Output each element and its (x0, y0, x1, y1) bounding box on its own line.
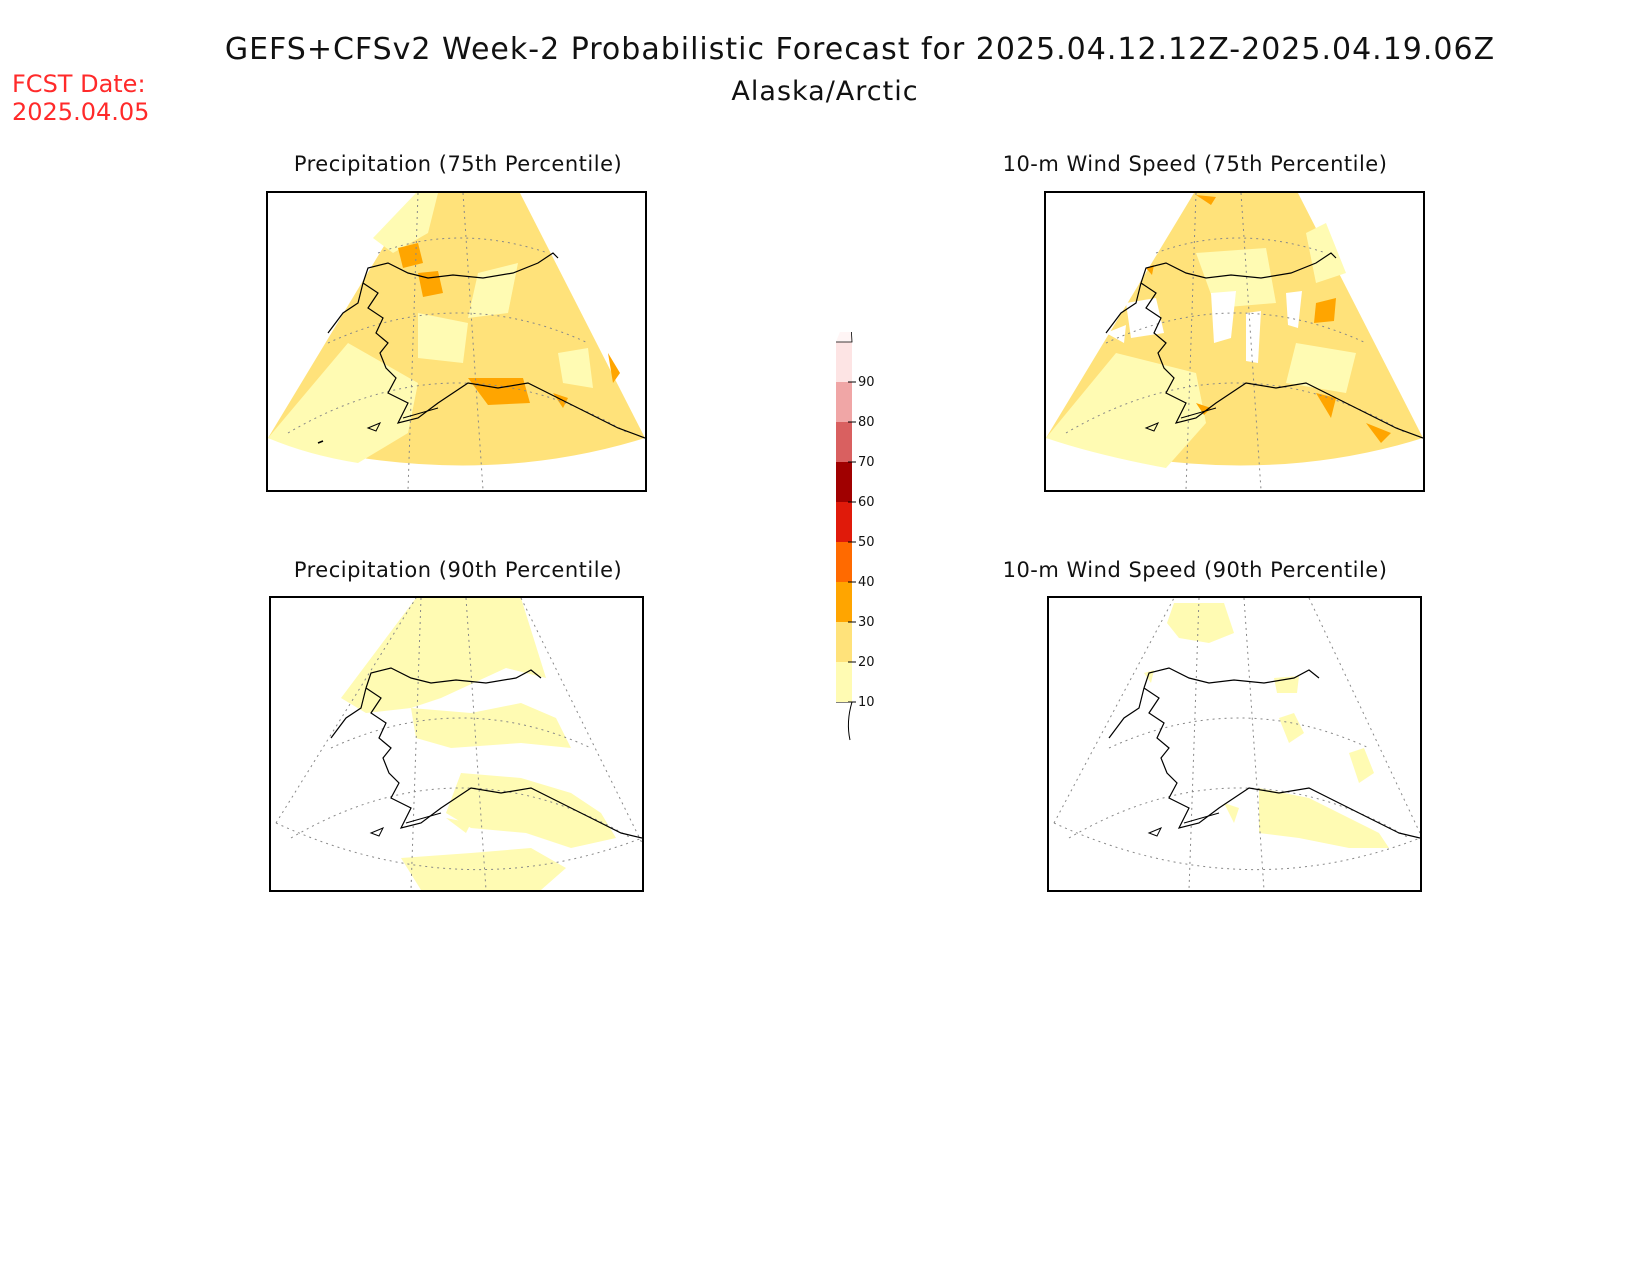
panel-title-precip-90: Precipitation (90th Percentile) (293, 558, 623, 582)
panel-title-wind-90: 10-m Wind Speed (90th Percentile) (1002, 558, 1388, 582)
colorbar-segment (836, 462, 852, 502)
fcst-date-label: FCST Date: (12, 70, 146, 98)
colorbar-segment (836, 502, 852, 542)
map-precip-75-svg (268, 193, 645, 490)
colorbar-labels: 10 20 30 40 50 60 70 80 90 (848, 375, 875, 710)
colorbar-tick-label: 40 (858, 575, 875, 590)
colorbar-segment (836, 542, 852, 582)
colorbar-segment (836, 382, 852, 422)
colorbar-tick-label: 80 (858, 415, 875, 430)
colorbar-top-cap (836, 332, 853, 343)
colorbar-boxes (836, 332, 853, 741)
colorbar-tick-label: 90 (858, 375, 875, 390)
panel-title-precip-75: Precipitation (75th Percentile) (293, 152, 623, 176)
colorbar: 10 20 30 40 50 60 70 80 90 (836, 332, 875, 741)
colorbar-segment (836, 662, 852, 702)
map-precip-90-svg (275, 598, 642, 890)
colorbar-tick-label: 10 (858, 695, 875, 710)
region-subtitle: Alaska/Arctic (731, 76, 919, 107)
colorbar-tick-label: 50 (858, 535, 875, 550)
map-wind-75 (1044, 191, 1425, 492)
colorbar-tick-label: 20 (858, 655, 875, 670)
colorbar-tick-label: 60 (858, 495, 875, 510)
map-wind-90 (1047, 596, 1422, 892)
map-precip-75 (266, 191, 647, 492)
colorbar-segment (836, 622, 852, 662)
map-wind-75-svg (1046, 193, 1423, 490)
map-precip-90 (269, 596, 644, 892)
main-title: GEFS+CFSv2 Week-2 Probabilistic Forecast… (224, 32, 1496, 67)
colorbar-segment (836, 582, 852, 622)
colorbar-tick-label: 30 (858, 615, 875, 630)
colorbar-segment (836, 422, 852, 462)
map-wind-90-svg (1053, 598, 1420, 890)
fcst-date-value: 2025.04.05 (12, 98, 150, 126)
colorbar-segment (836, 342, 852, 382)
panel-title-wind-75: 10-m Wind Speed (75th Percentile) (1002, 152, 1388, 176)
colorbar-tick-label: 70 (858, 455, 875, 470)
colorbar-bottom-cap (836, 701, 853, 741)
